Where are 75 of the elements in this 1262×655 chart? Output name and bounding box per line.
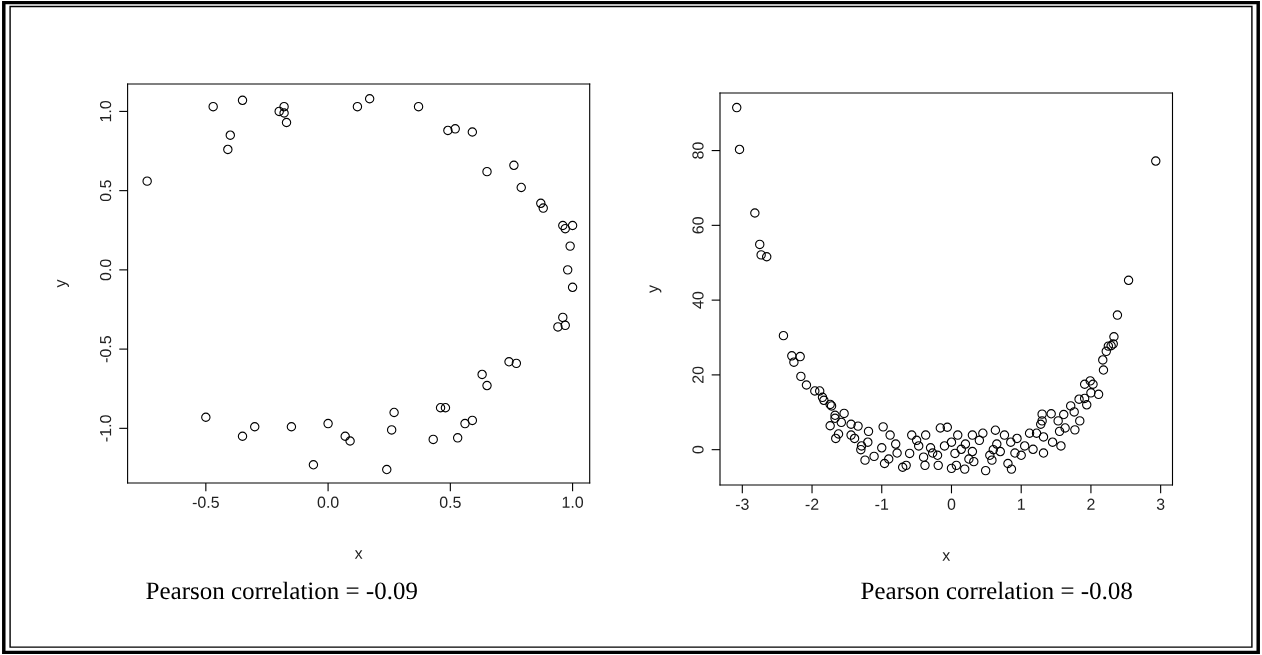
point xyxy=(536,198,546,209)
point xyxy=(428,434,438,445)
y-tick-label: 20 xyxy=(692,366,704,383)
point xyxy=(565,241,575,251)
point xyxy=(482,380,492,391)
point xyxy=(364,94,375,104)
point xyxy=(467,127,478,137)
text: Pearson correlation = -0.08 xyxy=(861,581,1132,600)
point xyxy=(567,220,578,231)
x-tick-label: -3 xyxy=(735,498,749,510)
text: Pearson correlation = -0.09 xyxy=(146,581,417,600)
x-tick-label: 0 xyxy=(947,498,956,510)
point xyxy=(225,130,236,140)
x-tick-label: 1.0 xyxy=(562,496,584,508)
x-tick-label: 3 xyxy=(1156,498,1165,510)
point xyxy=(467,415,478,426)
point xyxy=(504,357,514,367)
point xyxy=(340,431,350,441)
point xyxy=(250,422,260,432)
point xyxy=(538,203,548,213)
point xyxy=(382,464,392,475)
point xyxy=(352,101,363,112)
point xyxy=(562,265,573,275)
y-tick-label: 40 xyxy=(692,291,704,309)
point xyxy=(308,460,319,470)
y-tick-label: 0.0 xyxy=(99,259,112,281)
point xyxy=(208,101,218,112)
point xyxy=(450,124,460,134)
point xyxy=(345,436,355,446)
y-tick-label: -0.5 xyxy=(99,336,112,363)
point xyxy=(452,433,463,443)
x-tick-label: -0.5 xyxy=(192,496,219,508)
point xyxy=(237,431,248,441)
point xyxy=(386,425,397,435)
point xyxy=(274,106,284,117)
point xyxy=(477,369,487,380)
y-axis-title: y xyxy=(649,285,662,293)
x-tick-label: 1 xyxy=(1017,498,1025,510)
point xyxy=(567,282,578,293)
point xyxy=(509,160,519,171)
x-axis-title: x xyxy=(942,552,951,561)
y-tick-label: -1.0 xyxy=(99,415,112,442)
y-tick-label: 60 xyxy=(692,217,704,234)
point xyxy=(279,101,289,112)
point xyxy=(558,312,568,323)
x-tick-label: 2 xyxy=(1087,498,1095,510)
point xyxy=(286,422,297,432)
point xyxy=(389,407,399,418)
point xyxy=(142,176,152,186)
point xyxy=(560,320,570,331)
x-tick-label: 0.5 xyxy=(439,496,461,508)
y-axis-title: y xyxy=(57,279,69,288)
point xyxy=(440,403,451,413)
y-tick-label: 0.5 xyxy=(99,180,112,202)
x-axis-title: x xyxy=(354,550,363,559)
point xyxy=(323,418,333,429)
point xyxy=(201,412,211,422)
y-tick-label: 1.0 xyxy=(99,100,112,122)
point xyxy=(516,182,526,193)
x-tick-label: 0.0 xyxy=(317,496,339,508)
point xyxy=(223,144,233,155)
point xyxy=(553,322,563,332)
y-tick-label: 0 xyxy=(692,445,704,454)
point xyxy=(279,108,289,118)
point xyxy=(482,166,492,177)
y-tick-label: 80 xyxy=(692,142,704,159)
point xyxy=(435,403,446,413)
point xyxy=(237,95,248,106)
point xyxy=(511,358,522,369)
point xyxy=(460,418,470,429)
x-tick-label: -1 xyxy=(875,498,889,510)
point xyxy=(443,125,453,136)
x-tick-label: -2 xyxy=(805,498,819,510)
point xyxy=(281,117,292,128)
point xyxy=(413,101,424,112)
